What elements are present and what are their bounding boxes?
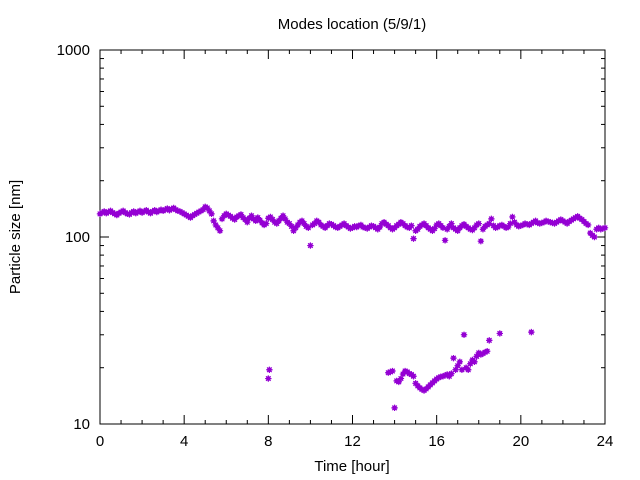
data-point [266, 366, 273, 373]
data-point [591, 233, 598, 241]
y-tick-label: 100 [65, 229, 90, 246]
data-point [477, 237, 485, 245]
data-point [244, 218, 251, 226]
y-tick-label: 10 [73, 416, 90, 433]
data-point [486, 220, 493, 227]
data-point [486, 337, 493, 344]
data-point [448, 220, 455, 227]
data-point [505, 223, 512, 231]
x-tick-label: 8 [264, 433, 272, 450]
data-point [454, 362, 461, 369]
data-point [456, 358, 464, 366]
data-point [431, 225, 438, 232]
data-points [96, 203, 609, 412]
chart-title: Modes location (5/9/1) [278, 16, 426, 33]
data-point [460, 331, 468, 338]
data-point [305, 224, 312, 231]
plot-area-frame [99, 49, 606, 425]
data-point [210, 217, 217, 225]
x-tick-label: 20 [512, 433, 529, 450]
axis-tick-labels: 0 4 8 12 16 20 24 10 100 1000 [57, 42, 614, 450]
data-point [391, 404, 398, 412]
data-point [475, 220, 482, 227]
data-point [448, 370, 455, 377]
data-point [483, 348, 491, 355]
data-point [397, 375, 405, 382]
y-tick-label: 1000 [57, 42, 90, 59]
x-tick-label: 4 [180, 433, 188, 450]
data-point [410, 235, 417, 242]
data-point [376, 223, 384, 231]
data-point [281, 215, 289, 223]
data-point [263, 220, 270, 227]
data-point [601, 224, 609, 231]
x-tick-label: 16 [428, 433, 445, 450]
y-axis-label: Particle size [nm] [7, 180, 24, 294]
data-point [265, 375, 272, 382]
data-point [408, 222, 415, 229]
data-point [395, 378, 402, 386]
data-point [208, 210, 215, 218]
data-point [584, 221, 592, 229]
data-point [410, 373, 417, 380]
data-point [467, 360, 474, 367]
data-point [307, 242, 314, 249]
data-point [450, 354, 457, 362]
data-point [389, 367, 396, 375]
data-point [509, 213, 516, 221]
data-point [471, 358, 478, 366]
data-point [458, 366, 466, 373]
data-point [452, 366, 459, 373]
x-tick-label: 24 [597, 433, 614, 450]
x-tick-label: 12 [344, 433, 361, 450]
x-axis-label: Time [hour] [314, 458, 389, 475]
data-point [488, 215, 495, 223]
data-point [528, 328, 535, 336]
data-point [465, 366, 472, 373]
data-point [441, 237, 449, 244]
data-point [216, 227, 224, 234]
data-point [496, 330, 503, 337]
x-tick-label: 0 [96, 433, 104, 450]
